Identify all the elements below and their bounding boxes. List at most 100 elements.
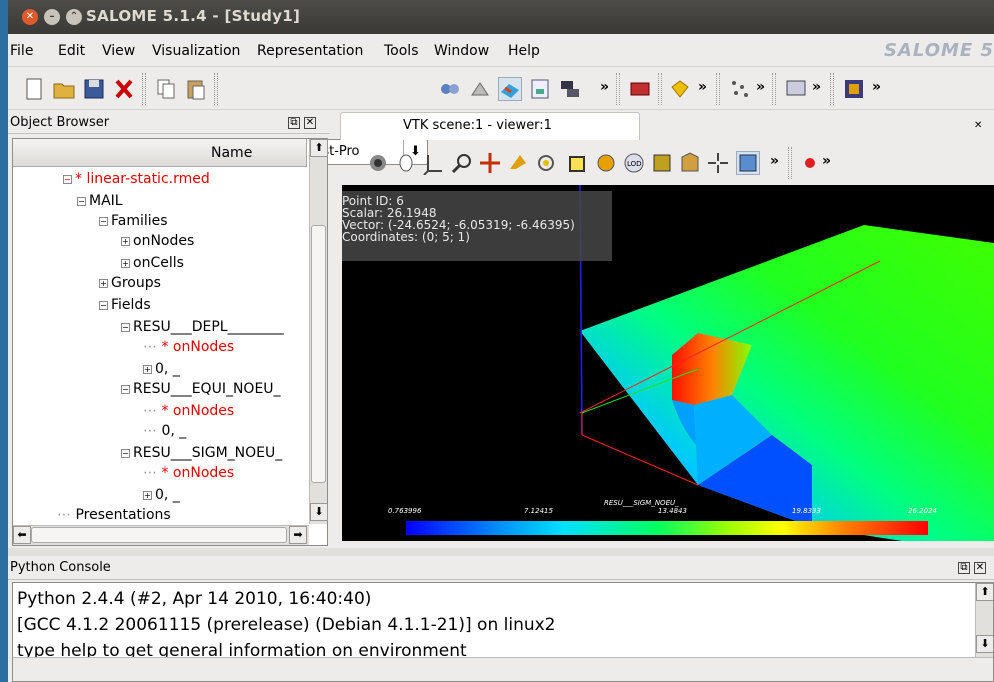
points-icon[interactable] bbox=[728, 77, 752, 101]
expand-icon[interactable]: + bbox=[99, 279, 108, 288]
new-document-icon[interactable] bbox=[22, 77, 46, 101]
scroll-left-icon[interactable]: ⬅ bbox=[13, 526, 31, 544]
collapse-icon[interactable]: − bbox=[121, 449, 130, 458]
tree-item[interactable]: ⋯ * onNodes bbox=[143, 403, 234, 419]
tree-item[interactable]: − * linear-static.rmed bbox=[63, 171, 210, 187]
menu-view[interactable]: View bbox=[102, 43, 136, 59]
view-icon[interactable] bbox=[784, 77, 808, 101]
mesh-icon[interactable] bbox=[438, 77, 462, 101]
float-icon[interactable]: ⧉ bbox=[288, 117, 300, 129]
scroll-up-icon[interactable]: ⬆ bbox=[976, 583, 993, 601]
rotate-icon[interactable] bbox=[534, 151, 558, 175]
close-panel-icon[interactable]: ✕ bbox=[974, 562, 986, 574]
toolbar-extension-icon[interactable]: » bbox=[756, 79, 766, 95]
horizontal-splitter[interactable] bbox=[8, 548, 994, 556]
tree-item[interactable]: − Families bbox=[99, 213, 168, 229]
tree-item[interactable]: + Groups bbox=[99, 275, 161, 291]
post-pro-icon[interactable] bbox=[498, 77, 522, 101]
menu-edit[interactable]: Edit bbox=[58, 43, 86, 59]
collapse-icon[interactable]: − bbox=[99, 301, 108, 310]
scroll-right-icon[interactable]: ➡ bbox=[289, 526, 307, 544]
toolbar-extension-icon[interactable]: » bbox=[812, 79, 822, 95]
close-document-icon[interactable] bbox=[112, 77, 136, 101]
python-console-output[interactable]: Python 2.4.4 (#2, Apr 14 2010, 16:40:40)… bbox=[12, 582, 994, 682]
zoom-icon[interactable] bbox=[450, 151, 474, 175]
collapse-icon[interactable]: − bbox=[63, 175, 72, 184]
toolbar-extension-icon[interactable]: » bbox=[872, 79, 882, 95]
expand-icon[interactable]: + bbox=[143, 491, 152, 500]
global-pan-icon[interactable] bbox=[506, 151, 530, 175]
vertical-scrollbar[interactable]: ⬆ ⬇ bbox=[309, 139, 328, 524]
menu-tools[interactable]: Tools bbox=[384, 43, 419, 59]
pan-icon[interactable] bbox=[478, 151, 502, 175]
dump-study-icon[interactable] bbox=[628, 77, 652, 101]
vtk-viewport[interactable]: Point ID: 6 Scalar: 26.1948 Vector: (-24… bbox=[342, 185, 994, 541]
animation-icon[interactable] bbox=[842, 77, 866, 101]
collapse-icon[interactable]: − bbox=[77, 197, 86, 206]
tree-item[interactable]: ⋯ Presentations bbox=[57, 507, 171, 523]
paste-icon[interactable] bbox=[184, 77, 208, 101]
collapse-icon[interactable]: − bbox=[121, 323, 130, 332]
front-view-icon[interactable] bbox=[736, 151, 760, 175]
table-icon[interactable] bbox=[528, 77, 552, 101]
expand-icon[interactable]: + bbox=[143, 365, 152, 374]
tree-item[interactable]: − RESU___DEPL________ bbox=[121, 319, 284, 335]
viewer-tab[interactable]: VTK scene:1 - viewer:1 bbox=[340, 112, 640, 140]
collapse-icon[interactable]: − bbox=[99, 217, 108, 226]
close-panel-icon[interactable]: ✕ bbox=[304, 117, 316, 129]
trihedron-icon[interactable] bbox=[422, 151, 446, 176]
projection-icon[interactable] bbox=[650, 151, 674, 175]
menu-window[interactable]: Window bbox=[434, 43, 490, 59]
title-bar[interactable]: ✕ – ⌃ SALOME 5.1.4 - [Study1] bbox=[8, 0, 994, 34]
scroll-up-icon[interactable]: ⬆ bbox=[310, 139, 328, 157]
minimize-icon[interactable]: – bbox=[44, 9, 60, 25]
tree-item[interactable]: +0, _ bbox=[143, 361, 180, 377]
rotation-point-icon[interactable] bbox=[594, 151, 618, 175]
clipping-icon[interactable] bbox=[706, 151, 730, 175]
toolbar-extension-icon[interactable]: » bbox=[822, 153, 832, 169]
dump-view-icon[interactable] bbox=[366, 151, 390, 175]
scroll-down-icon[interactable]: ⬇ bbox=[976, 635, 993, 653]
tree-item[interactable]: ⋯ * onNodes bbox=[143, 339, 234, 355]
close-viewer-icon[interactable]: ✕ bbox=[974, 120, 983, 131]
tree-item[interactable]: + onNodes bbox=[121, 233, 194, 249]
fit-all-icon[interactable] bbox=[566, 151, 590, 175]
toolbar-extension-icon[interactable]: » bbox=[698, 79, 708, 95]
expand-icon[interactable]: + bbox=[121, 237, 130, 246]
tree-item[interactable]: +0, _ bbox=[143, 487, 180, 503]
copy-icon[interactable] bbox=[154, 77, 178, 101]
scroll-down-icon[interactable]: ⬇ bbox=[310, 503, 328, 521]
float-icon[interactable]: ⧉ bbox=[958, 562, 970, 574]
presentation-icon[interactable] bbox=[668, 77, 692, 101]
tree-item[interactable]: ⋯ 0, _ bbox=[143, 423, 186, 439]
horizontal-scrollbar[interactable]: ⬅ ➡ bbox=[13, 525, 309, 545]
expand-icon[interactable]: + bbox=[121, 259, 130, 268]
object-browser-tree[interactable]: Name − * linear-static.rmed − MAIL − Families… bbox=[12, 138, 328, 546]
open-folder-icon[interactable] bbox=[52, 77, 76, 101]
toolbar-extension-icon[interactable]: » bbox=[600, 79, 610, 95]
tree-item[interactable]: − MAIL bbox=[77, 193, 123, 209]
dropdown-arrow-icon[interactable]: ⬇ bbox=[403, 140, 427, 164]
scroll-thumb[interactable] bbox=[31, 527, 287, 543]
scroll-thumb[interactable] bbox=[311, 225, 326, 483]
lod-icon[interactable]: LOD bbox=[622, 151, 646, 175]
tree-item[interactable]: − RESU___SIGM_NOEU_ bbox=[121, 445, 282, 461]
interaction-style-icon[interactable] bbox=[394, 151, 418, 175]
tree-item[interactable]: ⋯ * onNodes bbox=[143, 465, 234, 481]
menu-help[interactable]: Help bbox=[508, 43, 540, 59]
close-icon[interactable]: ✕ bbox=[22, 9, 38, 25]
save-icon[interactable] bbox=[82, 77, 106, 101]
name-column-header[interactable]: Name bbox=[13, 139, 307, 167]
maximize-icon[interactable]: ⌃ bbox=[66, 9, 82, 25]
tree-item[interactable]: + onCells bbox=[121, 255, 184, 271]
view-direction-icon[interactable] bbox=[678, 151, 702, 175]
yacs-icon[interactable] bbox=[558, 77, 582, 101]
menu-file[interactable]: File bbox=[10, 43, 34, 59]
geometry-icon[interactable] bbox=[468, 77, 492, 101]
toolbar-extension-icon[interactable]: » bbox=[770, 153, 780, 169]
menu-representation[interactable]: Representation bbox=[257, 43, 364, 59]
collapse-icon[interactable]: − bbox=[121, 385, 130, 394]
console-vertical-scrollbar[interactable]: ⬆ ⬇ bbox=[975, 583, 993, 657]
tree-item[interactable]: − Fields bbox=[99, 297, 151, 313]
menu-visualization[interactable]: Visualization bbox=[152, 43, 241, 59]
